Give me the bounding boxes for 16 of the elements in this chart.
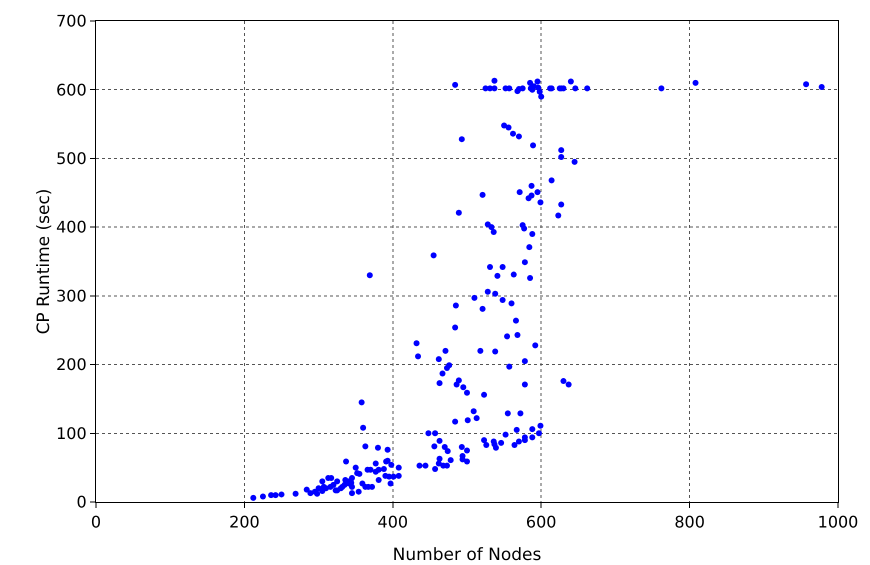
x-tick-label: 200 <box>229 512 260 532</box>
y-tick-label: 500 <box>56 149 87 168</box>
x-tick-label: 0 <box>90 512 102 532</box>
y-tick-label: 200 <box>56 355 87 374</box>
x-tick-label: 800 <box>674 512 705 532</box>
y-tick-label: 700 <box>56 12 87 31</box>
y-tick-label: 300 <box>56 286 87 306</box>
y-tick-label: 400 <box>56 218 87 237</box>
y-axis-title: CP Runtime (sec) <box>34 188 54 334</box>
x-tick-label: 400 <box>378 512 408 532</box>
y-tick-label: 600 <box>56 80 87 100</box>
y-tick-label: 0 <box>76 492 87 512</box>
y-tick-label: 100 <box>56 424 87 443</box>
x-axis-title: Number of Nodes <box>392 545 542 565</box>
x-tick-label: 600 <box>526 512 556 532</box>
x-tick-label: 1000 <box>818 512 858 532</box>
